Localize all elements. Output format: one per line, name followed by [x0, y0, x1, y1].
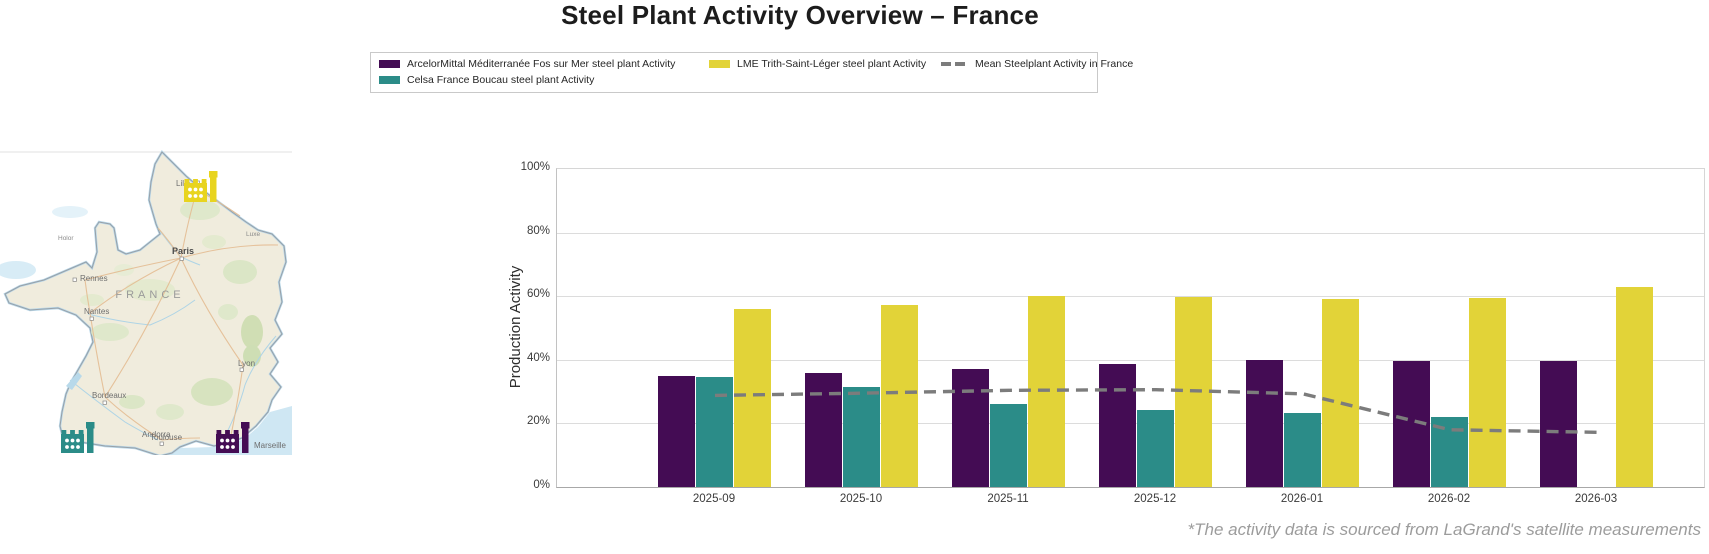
bar-arcelormittal-2025-10: [805, 373, 842, 487]
bar-celsa-2025-12: [1137, 410, 1174, 487]
x-tick-2026-03: 2026-03: [1574, 493, 1618, 505]
y-tick-100%: 100%: [520, 161, 550, 173]
x-tick-2025-11: 2025-11: [987, 493, 1029, 505]
bar-celsa-2026-02: [1431, 417, 1468, 487]
bar-arcelormittal-2025-11: [952, 369, 989, 487]
bar-lme-2026-01: [1322, 298, 1359, 487]
bar-lme-2025-11: [1028, 296, 1065, 487]
map-label-paris: Paris: [172, 246, 194, 256]
y-tick-20%: 20%: [526, 415, 550, 428]
x-tick-2025-10: 2025-10: [839, 493, 883, 505]
y-tick-80%: 80%: [526, 224, 550, 237]
bar-lme-2025-12: [1175, 297, 1212, 487]
map-city-marker: [179, 256, 184, 261]
legend-item-3: Mean Steelplant Activity in France: [941, 58, 1133, 70]
y-tick-40%: 40%: [526, 351, 550, 364]
footnote: *The activity data is sourced from LaGra…: [1187, 520, 1701, 539]
chart-legend: ArcelorMittal Méditerranée Fos sur Mer s…: [370, 52, 1133, 93]
gridline-60: [557, 296, 1704, 298]
map-label-andorra: Andorra: [142, 430, 171, 439]
map-roads: [84, 189, 279, 441]
gridline-40: [557, 359, 1704, 361]
map-rivers: [66, 227, 277, 443]
y-tick-0%: 0%: [533, 479, 550, 491]
bar-lme-2026-03: [1616, 287, 1653, 487]
map-label-holor: Holor: [58, 235, 74, 242]
map-city-marker: [159, 441, 164, 446]
x-tick-2025-09: 2025-09: [692, 493, 736, 505]
bar-arcelormittal-2025-12: [1099, 364, 1136, 487]
legend-item-0: ArcelorMittal Méditerranée Fos sur Mer s…: [379, 58, 709, 70]
bar-arcelormittal-2025-09: [658, 375, 695, 487]
legend-label: ArcelorMittal Méditerranée Fos sur Mer s…: [407, 58, 676, 70]
map-city-marker: [72, 277, 77, 282]
map-label-rennes: Rennes: [80, 274, 108, 283]
legend-dash-swatch: [941, 62, 968, 66]
bar-celsa-2025-10: [843, 387, 880, 487]
gridline-80: [557, 232, 1704, 234]
bar-arcelormittal-2026-02: [1393, 361, 1430, 487]
france-outline: [3, 150, 288, 455]
y-axis-title: Production Activity: [507, 265, 524, 389]
map-city-marker: [102, 400, 107, 405]
map-city-marker: [239, 367, 244, 372]
map-label-bordeaux: Bordeaux: [92, 391, 126, 400]
map-label-marseille: Marseille: [254, 441, 287, 450]
legend-color-swatch: [379, 60, 400, 68]
bar-lme-2025-09: [734, 308, 771, 487]
map-label-lille: Lille: [176, 179, 191, 188]
bar-celsa-2025-09: [696, 377, 733, 487]
legend-label: LME Trith-Saint-Léger steel plant Activi…: [737, 58, 927, 70]
x-tick-2026-02: 2026-02: [1427, 493, 1471, 505]
y-tick-60%: 60%: [526, 288, 550, 301]
map-label-luxe: Luxe: [246, 231, 260, 238]
bar-chart-plot: [556, 168, 1705, 488]
map-city-labels: Lille Paris Rennes Nantes Lyon Bordeaux Toulou…: [58, 179, 287, 450]
x-tick-2025-12: 2025-12: [1133, 493, 1177, 505]
legend-color-swatch: [709, 60, 730, 68]
bar-celsa-2026-01: [1284, 413, 1321, 487]
bar-arcelormittal-2026-01: [1246, 359, 1283, 487]
page-title: Steel Plant Activity Overview – France: [561, 0, 1039, 30]
x-tick-2026-01: 2026-01: [1280, 493, 1324, 505]
france-map: FRANCE Lille Paris Rennes Nantes Lyon Bordeau…: [0, 150, 292, 455]
map-city-marker: [89, 316, 94, 321]
activity-chart: Production Activity 0% 20% 40% 60% 80% 100% 20…: [500, 150, 1709, 550]
legend-item-2: LME Trith-Saint-Léger steel plant Activi…: [709, 58, 941, 70]
legend-label: Mean Steelplant Activity in France: [975, 58, 1134, 70]
map-label-lyon: Lyon: [238, 359, 255, 368]
legend-color-swatch: [379, 76, 400, 84]
bar-lme-2025-10: [881, 304, 918, 487]
map-country-label: FRANCE: [115, 289, 184, 301]
legend-label: Celsa France Boucau steel plant Activity: [407, 74, 595, 86]
map-label-nantes: Nantes: [84, 307, 109, 316]
map-label-toulouse: Toulouse: [150, 433, 183, 442]
legend-item-1: Celsa France Boucau steel plant Activity: [379, 74, 709, 86]
bar-celsa-2025-11: [990, 404, 1027, 487]
bar-arcelormittal-2026-03: [1540, 361, 1577, 487]
factory-icon-0: [184, 171, 218, 202]
bar-lme-2026-02: [1469, 298, 1506, 487]
